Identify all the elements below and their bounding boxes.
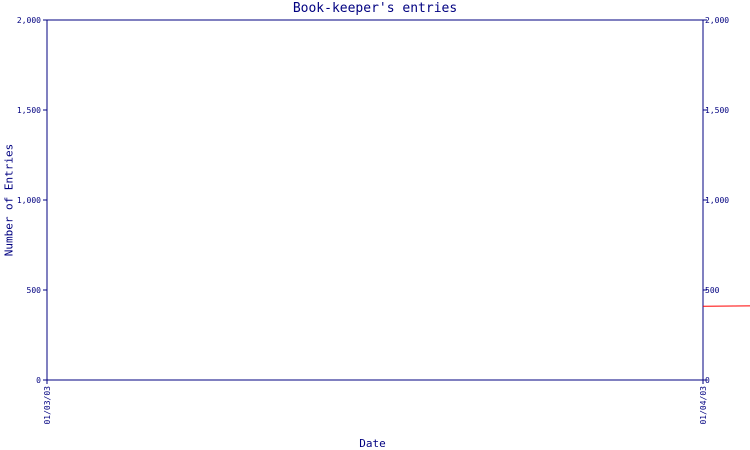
series-line (702, 305, 750, 307)
y-tick-label-right: 2,000 (705, 16, 729, 25)
x-tick-label: 01/04/03 (699, 386, 708, 425)
x-axis-label: Date (359, 437, 386, 450)
y-tick-label-right: 1,000 (705, 196, 729, 205)
y-tick-label-left: 500 (27, 286, 42, 295)
x-axis: 01/03/03 01/04/03 (43, 380, 708, 425)
y-tick-label-left: 1,500 (17, 106, 41, 115)
y-tick-label-right: 0 (705, 376, 710, 385)
plot-area (46, 19, 704, 381)
y-tick-label-right: 500 (705, 286, 720, 295)
x-tick-label: 01/03/03 (43, 386, 52, 425)
y-axis-right: 0 500 1,000 1,500 2,000 (703, 16, 729, 385)
y-tick-label-left: 2,000 (17, 16, 41, 25)
y-tick-label-right: 1,500 (705, 106, 729, 115)
y-axis-left: 0 500 1,000 1,500 2,000 (17, 16, 47, 385)
y-tick-label-left: 1,000 (17, 196, 41, 205)
series-layer (702, 305, 750, 307)
y-tick-label-left: 0 (36, 376, 41, 385)
chart-title: Book-keeper's entries (292, 1, 458, 16)
